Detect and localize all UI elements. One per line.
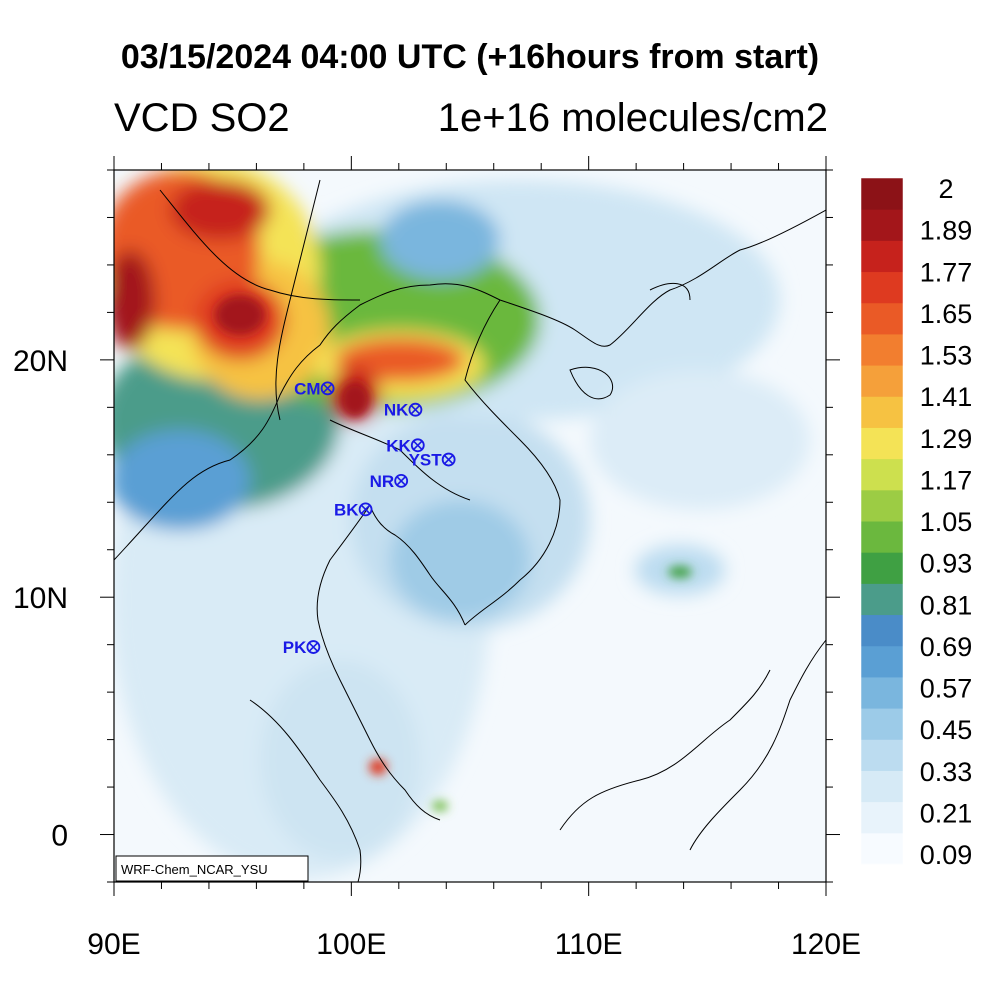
colorbar-swatch: [861, 645, 903, 678]
station-marker-icon: [441, 452, 456, 467]
station-label: NR: [370, 472, 395, 491]
station-label: YST: [409, 451, 443, 470]
colorbar-swatch: [861, 489, 903, 522]
colorbar-swatch: [861, 178, 903, 210]
station-cm: CM: [294, 379, 335, 398]
colorbar-swatch: [861, 521, 903, 553]
units-label: 1e+16 molecules/cm2: [437, 96, 828, 140]
colorbar-swatch: [861, 209, 903, 241]
colorbar-label: 0.33: [920, 757, 973, 787]
station-marker-icon: [394, 474, 409, 488]
station-label: BK: [334, 500, 359, 519]
colorbar-label: 0.69: [920, 632, 973, 662]
station-kk: KK: [386, 436, 425, 455]
colorbar-label: 0.09: [920, 840, 973, 870]
station-marker-icon: [320, 381, 335, 396]
colorbar-swatch: [861, 240, 903, 273]
station-bk: BK: [334, 500, 373, 519]
colorbar-label: 0.93: [920, 549, 973, 579]
y-tick-label: 0: [51, 820, 68, 853]
station-pk: PK: [283, 638, 321, 657]
colorbar-label: 1.05: [920, 507, 973, 537]
colorbar-swatch: [861, 396, 903, 428]
station-marker-icon: [408, 402, 423, 417]
x-tick-label: 120E: [791, 928, 861, 961]
colorbar-swatch: [861, 583, 903, 616]
colorbar-swatch: [861, 708, 903, 740]
colorbar-swatch: [861, 458, 903, 491]
colorbar-swatch: [861, 801, 903, 834]
y-tick-label: 20N: [13, 345, 68, 378]
model-credit-text: WRF-Chem_NCAR_YSU: [121, 862, 268, 877]
station-label: NK: [384, 401, 409, 420]
x-tick-label: 90E: [87, 928, 140, 961]
station-marker-icon: [306, 640, 321, 654]
colorbar-swatch: [861, 333, 903, 366]
colorbar-swatch: [861, 832, 903, 865]
colorbar-label: 1.53: [920, 341, 973, 371]
colorbar-swatch: [861, 770, 903, 803]
colorbar-label: 0.57: [920, 674, 973, 704]
colorbar-label: 0.81: [920, 590, 973, 620]
colorbar-label: 1.29: [920, 424, 973, 454]
map-frame: [113, 169, 827, 883]
station-nr: NR: [370, 472, 409, 491]
colorbar-label: 0.21: [920, 798, 973, 828]
colorbar-swatch: [861, 614, 903, 647]
axis-tick-labels: 90E 100E 110E 120E 0 10N 20N: [13, 345, 861, 961]
station-yst: YST: [409, 451, 456, 470]
x-tick-label: 100E: [316, 928, 386, 961]
so2-field: [114, 170, 826, 882]
station-marker-icon: [410, 438, 425, 453]
station-nk: NK: [384, 401, 423, 420]
colorbar: 2 1.89 1.77 1.65 1.53 1.41 1.29 1.17 1.05 0.93 0.8…: [860, 174, 973, 870]
variable-label: VCD SO2: [114, 96, 290, 140]
colorbar-label: 1.89: [920, 216, 973, 246]
axis-ticks: [100, 156, 840, 896]
colorbar-label: 1.77: [920, 257, 973, 287]
colorbar-swatch: [861, 302, 903, 335]
colorbar-swatch: [861, 676, 903, 709]
chart-title: 03/15/2024 04:00 UTC (+16hours from star…: [120, 38, 820, 76]
station-label: CM: [294, 379, 320, 398]
model-credit: WRF-Chem_NCAR_YSU: [115, 855, 309, 882]
colorbar-label: 1.41: [920, 382, 973, 412]
colorbar-swatch: [861, 427, 903, 460]
station-label: KK: [386, 436, 411, 455]
colorbar-swatch: [861, 739, 903, 771]
coastlines: [114, 179, 826, 882]
station-label: PK: [283, 638, 307, 657]
colorbar-swatch: [861, 271, 903, 304]
colorbar-label: 2: [938, 174, 953, 204]
colorbar-swatch: [861, 552, 903, 584]
x-tick-label: 110E: [555, 928, 623, 961]
colorbar-label: 1.17: [920, 465, 973, 495]
colorbar-label: 1.65: [920, 299, 973, 329]
y-tick-label: 10N: [13, 582, 68, 615]
colorbar-swatch: [861, 365, 903, 397]
station-marker-icon: [358, 502, 373, 517]
colorbar-label: 0.45: [920, 715, 973, 745]
